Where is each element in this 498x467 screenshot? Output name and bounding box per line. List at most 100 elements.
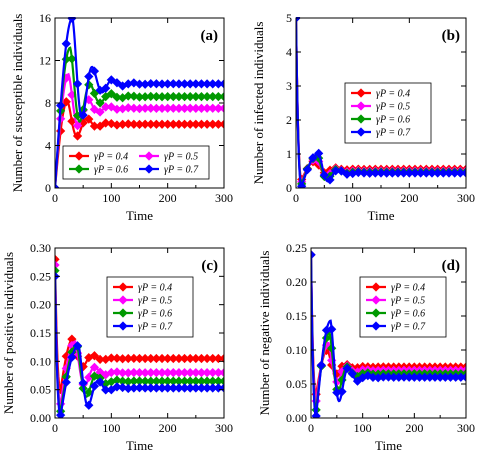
panel-a: 0 100 200 300 0 4 8 12 16 Time Number of susceptib… bbox=[10, 11, 233, 223]
y-tick-label: 0.25 bbox=[30, 269, 51, 283]
legend-marker bbox=[356, 88, 366, 98]
plot-area bbox=[55, 17, 224, 188]
plot-area bbox=[311, 250, 466, 418]
series-marker bbox=[314, 148, 324, 158]
series-marker bbox=[219, 79, 224, 89]
series-marker bbox=[61, 39, 71, 49]
y-tick-label: 0.00 bbox=[30, 411, 51, 425]
series-marker bbox=[56, 410, 66, 418]
series-marker bbox=[327, 324, 337, 334]
y-tick-label: 3 bbox=[286, 79, 292, 93]
y-tick-label: 0.30 bbox=[30, 241, 51, 255]
x-tick-label: 200 bbox=[159, 191, 177, 205]
legend-label: γP = 0.6 bbox=[391, 309, 425, 320]
y-tick-label: 5 bbox=[286, 11, 292, 25]
series-marker bbox=[308, 153, 318, 163]
y-axis-label: Number of positive individuals bbox=[1, 252, 16, 414]
legend-label: γP = 0.5 bbox=[164, 152, 198, 163]
x-axis-label: Time bbox=[126, 208, 153, 223]
legend-label: γP = 0.5 bbox=[391, 296, 425, 307]
legend-label: γP = 0.5 bbox=[138, 296, 172, 307]
y-tick-label: 0.05 bbox=[30, 383, 51, 397]
x-tick-label: 0 bbox=[293, 191, 299, 205]
x-axis-label: Time bbox=[375, 438, 402, 453]
y-axis-label: Number of susceptible individuals bbox=[10, 14, 25, 193]
x-tick-label: 200 bbox=[159, 421, 177, 435]
legend-marker bbox=[118, 295, 128, 305]
series-marker bbox=[95, 107, 105, 117]
series-marker bbox=[89, 362, 100, 372]
y-tick-label: 0.10 bbox=[30, 354, 51, 368]
series-marker bbox=[95, 121, 105, 131]
series-marker bbox=[347, 369, 357, 379]
x-tick-label: 0 bbox=[308, 421, 314, 435]
series-marker bbox=[112, 92, 122, 102]
series-marker bbox=[106, 89, 116, 99]
series-marker bbox=[89, 66, 100, 76]
series-marker bbox=[95, 98, 105, 108]
series-marker bbox=[112, 353, 122, 363]
y-axis-label: Number of infected individuals bbox=[251, 22, 266, 185]
legend-marker bbox=[118, 282, 128, 292]
series-marker bbox=[316, 360, 326, 370]
series-marker bbox=[342, 363, 352, 374]
series-marker bbox=[84, 400, 94, 410]
x-tick-label: 100 bbox=[344, 191, 362, 205]
series-marker bbox=[302, 165, 312, 175]
x-axis-label: Time bbox=[368, 208, 395, 223]
series-marker bbox=[101, 118, 111, 128]
legend-marker bbox=[144, 164, 154, 174]
legend-label: γP = 0.7 bbox=[164, 165, 199, 176]
legend: γP = 0.4 γP = 0.5 γP = 0.6 γP = 0.7 bbox=[106, 276, 194, 338]
x-tick-label: 0 bbox=[52, 421, 58, 435]
series-marker bbox=[311, 250, 316, 260]
series-marker bbox=[72, 79, 83, 89]
series-marker bbox=[337, 386, 347, 397]
legend: γP = 0.4 γP = 0.5 γP = 0.6 γP = 0.7 bbox=[62, 145, 210, 180]
series-marker bbox=[325, 175, 335, 185]
y-tick-label: 0.10 bbox=[286, 343, 307, 357]
series-marker bbox=[219, 353, 224, 364]
series-marker bbox=[55, 183, 60, 188]
series-marker bbox=[78, 378, 88, 388]
x-tick-label: 200 bbox=[405, 421, 423, 435]
series-marker bbox=[129, 78, 139, 88]
legend-box bbox=[62, 145, 210, 180]
y-tick-label: 8 bbox=[45, 96, 51, 110]
x-tick-label: 200 bbox=[400, 191, 418, 205]
series-marker bbox=[67, 54, 77, 64]
series-marker bbox=[89, 351, 100, 361]
y-tick-label: 0.05 bbox=[286, 377, 307, 391]
legend-label: γP = 0.4 bbox=[391, 283, 425, 294]
series-marker bbox=[311, 411, 321, 418]
y-tick-label: 0.25 bbox=[286, 241, 307, 255]
legend-label: γP = 0.6 bbox=[94, 165, 128, 176]
series-marker bbox=[89, 381, 100, 391]
panel-label: (a) bbox=[201, 28, 219, 44]
series-marker bbox=[72, 341, 83, 351]
legend-label: γP = 0.5 bbox=[376, 102, 410, 113]
legend-marker bbox=[356, 101, 366, 111]
legend-marker bbox=[144, 151, 154, 161]
series-marker bbox=[461, 168, 466, 178]
series-marker bbox=[101, 83, 111, 93]
series-marker bbox=[219, 368, 224, 378]
series-marker bbox=[112, 78, 122, 88]
series-marker bbox=[219, 103, 224, 113]
x-tick-label: 100 bbox=[102, 421, 120, 435]
x-tick-label: 100 bbox=[102, 191, 120, 205]
series-marker bbox=[129, 91, 139, 101]
series-marker bbox=[61, 377, 71, 387]
series-marker bbox=[95, 377, 105, 387]
legend-label: γP = 0.4 bbox=[138, 283, 172, 294]
legend-marker bbox=[74, 151, 84, 161]
series-marker bbox=[219, 376, 224, 386]
legend-label: γP = 0.6 bbox=[138, 309, 172, 320]
series-marker bbox=[219, 92, 224, 102]
y-tick-label: 0.20 bbox=[30, 298, 51, 312]
panel-d: 0 100 200 300 0.00 0.05 0.10 0.15 0.20 0.25 Time Nu… bbox=[257, 241, 475, 453]
series-marker bbox=[319, 170, 329, 180]
x-tick-label: 100 bbox=[354, 421, 372, 435]
series-marker bbox=[72, 120, 83, 131]
